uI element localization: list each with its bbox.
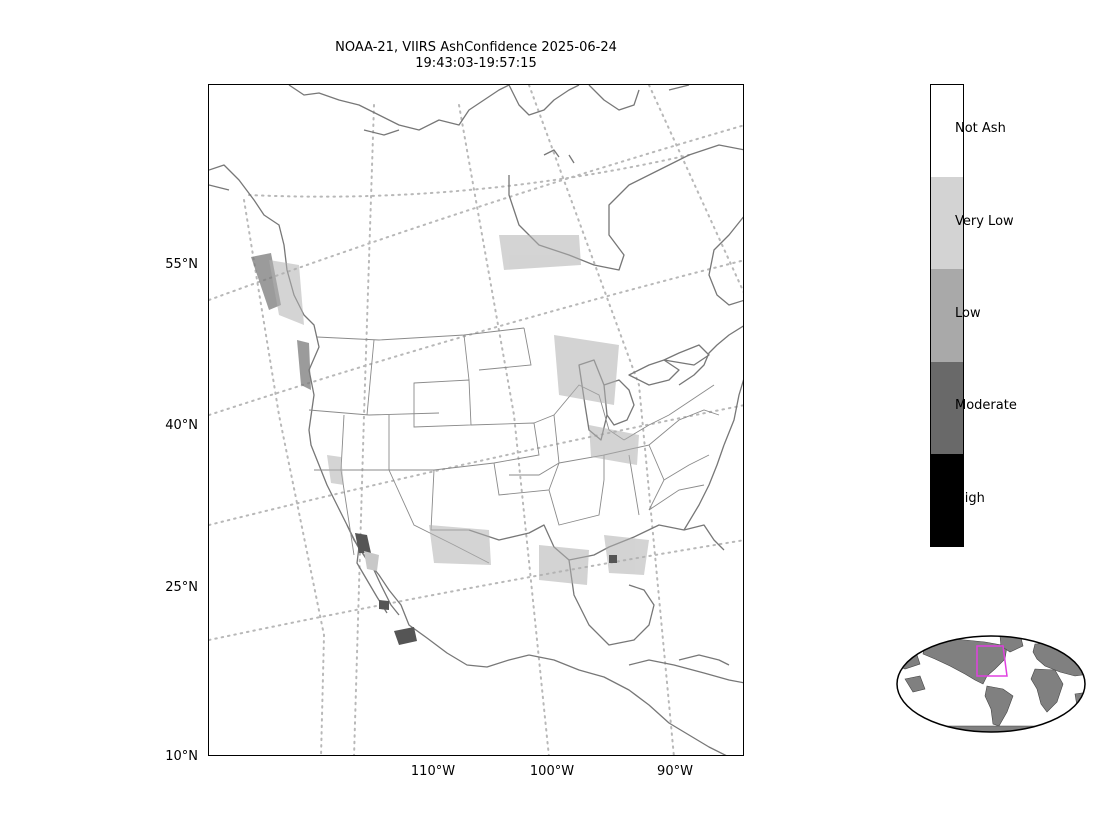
lon-label-110: 110°W — [410, 764, 456, 779]
colorbar-segment-very-low — [931, 177, 963, 270]
map-title: NOAA-21, VIIRS AshConfidence 2025-06-24 … — [276, 40, 676, 72]
colorbar-label-very-low: Very Low — [955, 214, 1014, 229]
colorbar-segment-low — [931, 269, 963, 362]
map-canvas — [209, 85, 743, 755]
lat-label-25: 25°N — [165, 580, 198, 595]
colorbar-label-high: High — [955, 491, 985, 506]
lat-label-55: 55°N — [165, 257, 198, 272]
map-panel[interactable] — [208, 84, 744, 756]
longitude-gridlines — [243, 85, 743, 755]
colorbar-label-low: Low — [955, 306, 981, 321]
colorbar-segment-not-ash — [931, 85, 963, 178]
coastlines — [209, 85, 743, 755]
ash-confidence-colorbar — [930, 84, 964, 547]
colorbar-segment-moderate — [931, 361, 963, 454]
globe-locator-icon — [895, 634, 1089, 740]
lat-label-40: 40°N — [165, 418, 198, 433]
colorbar-segment-high — [931, 453, 963, 547]
title-line-2: 19:43:03-19:57:15 — [415, 56, 537, 71]
ash-confidence-pixels — [251, 235, 649, 645]
title-line-1: NOAA-21, VIIRS AshConfidence 2025-06-24 — [335, 40, 617, 55]
colorbar-label-moderate: Moderate — [955, 398, 1017, 413]
lon-label-90: 90°W — [657, 764, 693, 779]
colorbar-label-not-ash: Not Ash — [955, 121, 1006, 136]
lat-label-10: 10°N — [165, 749, 198, 764]
lon-label-100: 100°W — [529, 764, 575, 779]
